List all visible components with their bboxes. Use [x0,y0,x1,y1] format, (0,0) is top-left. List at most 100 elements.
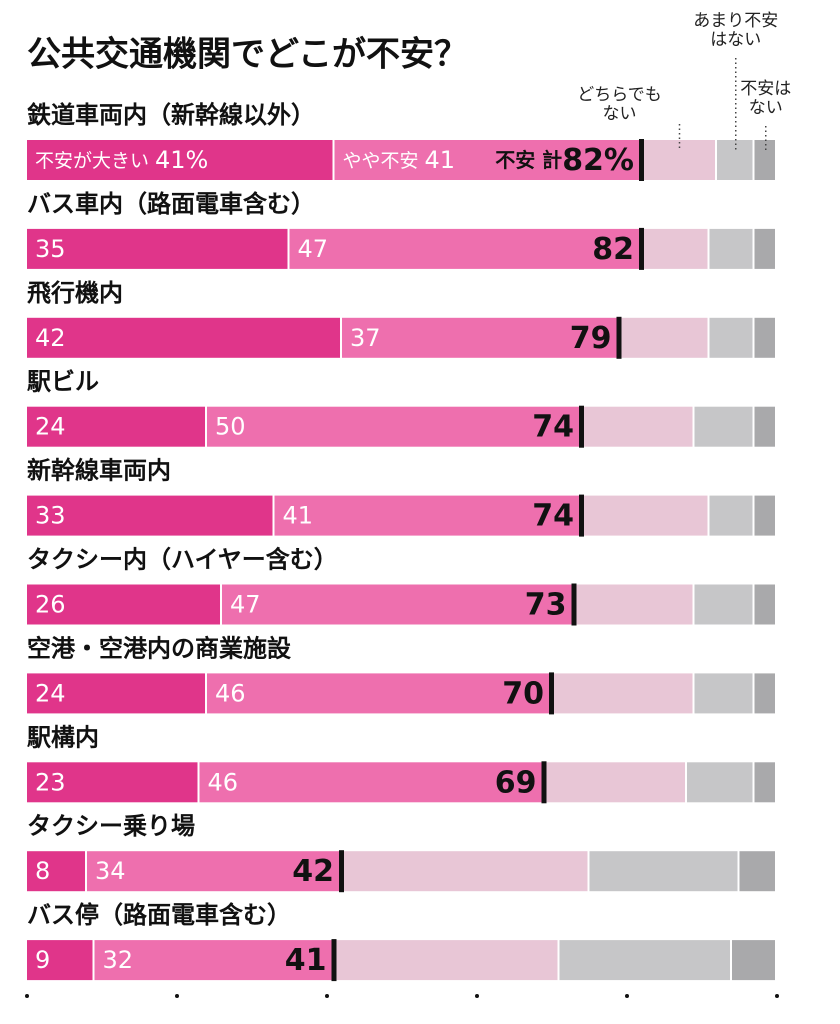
total-marker [541,761,547,804]
total-label: 41 [285,943,327,978]
bar-segment [27,495,273,536]
series-name: 不安が大きい [35,150,149,172]
bar-segment [589,851,738,892]
bar-segment [27,317,340,358]
x-tick-dot [475,994,479,998]
category-label: 空港・空港内の商業施設 [27,634,292,662]
bar-segment [754,228,775,269]
bar-segment [87,851,340,892]
value-label: 47 [298,235,329,263]
category-label: バス車内（路面電車含む） [27,190,315,218]
value-label: 42 [35,324,66,352]
bar-segment [342,317,618,358]
total-value: 79 [570,320,612,355]
chart-title: 公共交通機関でどこが不安？ [27,35,468,75]
value-text: 41 [283,502,314,530]
total-marker [579,494,584,537]
bar-segment [27,406,205,447]
bar-segment [27,584,220,625]
total-marker [616,316,622,359]
value-text: 46 [208,768,239,796]
category-label: バス停（路面電車含む） [27,901,291,929]
total-value: 41 [285,943,327,978]
bar-segment [27,940,93,981]
bar-segment [754,406,775,447]
total-marker [549,672,554,715]
bar-segment [739,851,775,892]
bar-segment [754,584,775,625]
total-label: 42 [292,854,334,889]
legend-label: 不安はない [740,79,792,118]
bar-segment [199,762,543,803]
value-label: 50 [215,413,246,441]
bar-segment [582,495,708,536]
bar-segment [94,940,333,981]
bar-segment [27,140,333,180]
total-marker [331,939,337,982]
value-label: 32 [103,946,134,974]
total-value: 74 [532,498,574,533]
value-label: 不安が大きい 41% [35,146,208,174]
bar-segment [754,140,775,180]
value-label: 23 [35,768,66,796]
bar-segment [27,851,85,892]
total-value: 42 [292,854,334,889]
category-label: 駅構内 [27,723,99,751]
bar-segment [687,762,753,803]
bar-segment [289,228,640,269]
bar-segment [222,584,573,625]
value-text: 9 [35,946,50,974]
total-marker [639,227,644,270]
value-text: 41 [425,146,456,174]
bar-segment [709,228,753,269]
bar-segment [717,140,753,180]
value-text: 47 [298,235,329,263]
category-label: タクシー内（ハイヤー含む） [27,546,338,574]
total-value: 82% [562,143,634,178]
bar-segment [27,762,198,803]
value-text: 33 [35,502,66,530]
bar-segment [559,940,730,981]
bar-segment [642,228,708,269]
value-label: 33 [35,502,66,530]
total-label: 不安 計82% [495,143,634,178]
x-tick-dot [775,994,779,998]
total-value: 70 [502,676,544,711]
total-label: 73 [525,587,567,622]
value-text: 26 [35,591,66,619]
total-value: 69 [495,765,537,800]
value-text: 46 [215,679,246,707]
total-label: 70 [502,676,544,711]
total-label: 82 [592,231,634,266]
value-label: 9 [35,946,50,974]
bar-segment [334,940,558,981]
value-label: やや不安 41 [343,146,456,174]
bar-segment [694,673,753,714]
bar-segment [274,495,580,536]
value-label: 46 [215,679,246,707]
value-label: 35 [35,235,66,263]
series-name: やや不安 [343,150,419,172]
value-text: 47 [230,591,261,619]
total-name: 不安 計 [495,148,562,172]
value-label: 8 [35,857,50,885]
bar-segment [709,317,753,358]
value-label: 26 [35,591,66,619]
total-value: 82 [592,231,634,266]
bar-segment [754,317,775,358]
bar-segment [754,762,775,803]
value-text: 8 [35,857,50,885]
total-label: 79 [570,320,612,355]
bar-segment [342,851,588,892]
value-label: 41 [283,502,314,530]
value-text: 50 [215,413,246,441]
bar-segment [582,406,693,447]
total-label: 74 [532,498,574,533]
bar-segment [544,762,685,803]
total-marker [339,850,344,893]
x-tick-dot [25,994,29,998]
value-text: 34 [95,857,126,885]
bar-segment [642,140,715,180]
value-text: 24 [35,413,66,441]
